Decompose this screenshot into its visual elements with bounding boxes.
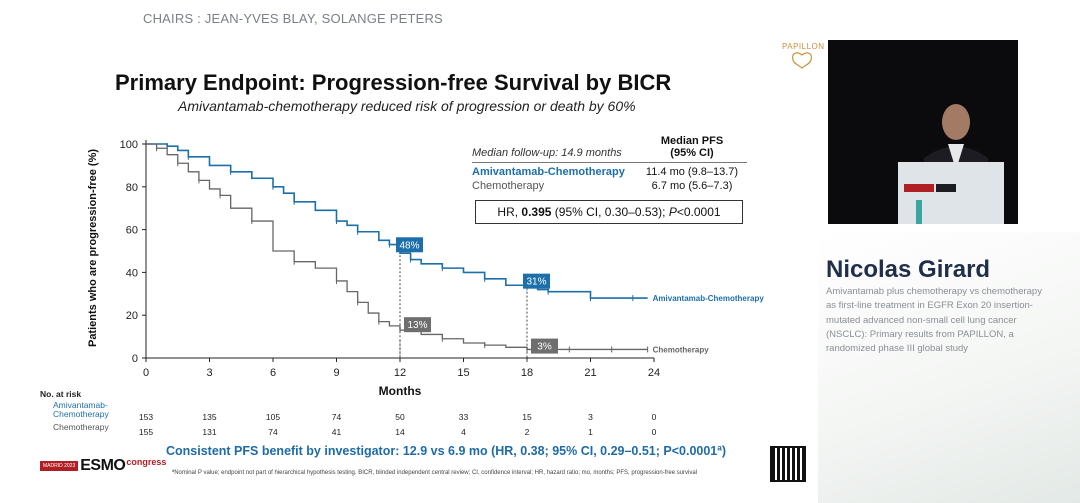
- esmo-congress: congress: [126, 457, 167, 467]
- chart-annotations: 48% 31% 13% 3%: [396, 237, 558, 362]
- esmo-brand: ESMO: [80, 457, 126, 474]
- km-curve-chemotherapy: [146, 143, 648, 351]
- landmark-badge: [531, 338, 558, 354]
- followup-text: Median follow-up: 14.9 months: [472, 147, 622, 159]
- x-tick-label: 12: [394, 367, 406, 379]
- risk-count-arm1: 74: [331, 412, 342, 422]
- speaker-info-panel: [818, 232, 1080, 503]
- y-tick-label: 40: [126, 267, 138, 279]
- risk-count-arm2: 155: [138, 427, 154, 437]
- qr-code-icon: [770, 446, 806, 482]
- table-rule: [472, 162, 747, 163]
- risk-count-arm1: 153: [138, 412, 154, 422]
- risk-count-arm2: 4: [461, 427, 466, 437]
- speaker-video[interactable]: [828, 40, 1018, 224]
- hr-ci: (95% CI, 0.30–0.53);: [551, 205, 669, 219]
- landmark-badge-label: 3%: [537, 342, 552, 353]
- risk-count-arm1: 0: [651, 412, 657, 422]
- landmark-badge: [523, 273, 550, 289]
- landmark-badge: [396, 237, 423, 253]
- arm1-median: 11.4 mo (9.8–13.7): [645, 166, 739, 178]
- papillon-logo-text: PAPILLON: [782, 42, 825, 51]
- x-tick-label: 0: [143, 367, 149, 379]
- chart-axes: 0 20 40 60 80 100 0 3 6 9 12 15 18 21 24 Months: [120, 139, 660, 398]
- risk-arm1-label-line2: Chemotherapy: [53, 409, 109, 419]
- p-label: P: [668, 205, 677, 219]
- risk-arm2-label: Chemotherapy: [53, 422, 109, 432]
- risk-count-arm2: 131: [202, 427, 217, 437]
- median-pfs-header-line1: Median PFS: [660, 135, 724, 147]
- consistent-benefit-text: Consistent PFS benefit by investigator: …: [166, 444, 727, 458]
- risk-count-arm2: 41: [331, 427, 342, 437]
- risk-count-arm1: 105: [265, 412, 281, 422]
- x-tick-label: 9: [333, 367, 339, 379]
- arm2-name: Chemotherapy: [472, 180, 545, 192]
- x-tick-label: 15: [457, 367, 469, 379]
- risk-count-arm2: 1: [588, 427, 593, 437]
- x-tick-label: 21: [584, 367, 596, 379]
- risk-count-arm2: 0: [651, 427, 657, 437]
- median-pfs-header-line2: (95% CI): [670, 147, 714, 159]
- landmark-badge: [404, 317, 431, 333]
- risk-count-arm2: 74: [268, 427, 278, 437]
- median-pfs-header: Median PFS (95% CI): [637, 135, 747, 159]
- hr-prefix: HR,: [497, 205, 522, 219]
- presenter-video-frame: [828, 40, 1018, 224]
- hr-value: 0.395: [521, 205, 552, 219]
- hazard-ratio-box: HR, 0.395 (95% CI, 0.30–0.53); P<0.0001: [475, 200, 743, 224]
- landmark-badge-label: 48%: [399, 240, 419, 251]
- p-value: <0.0001: [676, 205, 721, 219]
- risk-count-arm1: 50: [395, 412, 405, 422]
- talk-description: Amivantamab plus chemotherapy vs chemoth…: [826, 286, 1042, 355]
- butterfly-icon: [792, 52, 812, 69]
- x-tick-label: 24: [648, 367, 660, 379]
- risk-arm1-label-line1: Amivantamab-: [53, 400, 108, 410]
- x-tick-label: 6: [270, 367, 276, 379]
- papillon-logo: PAPILLON: [782, 42, 825, 76]
- slide-subtitle: Amivantamab-chemotherapy reduced risk of…: [178, 98, 636, 114]
- series-label: Amivantamab-Chemotherapy: [653, 294, 765, 303]
- esmo-city: MADRID 2023: [40, 461, 79, 471]
- risk-count-arm1: 33: [458, 412, 469, 422]
- risk-count-arm2: 2: [524, 427, 530, 437]
- slide-title: Primary Endpoint: Progression-free Survi…: [115, 70, 672, 95]
- risk-count-arm1: 3: [588, 412, 593, 422]
- risk-table-title: No. at risk: [40, 389, 82, 399]
- y-tick-label: 20: [126, 310, 138, 322]
- landmark-badge-label: 31%: [526, 277, 546, 288]
- arm2-median: 6.7 mo (5.6–7.3): [651, 180, 733, 192]
- y-tick-label: 100: [120, 139, 138, 151]
- session-chairs: CHAIRS : JEAN-YVES BLAY, SOLANGE PETERS: [143, 11, 443, 26]
- slide-area: [30, 38, 820, 498]
- series-label: Chemotherapy: [653, 345, 710, 354]
- risk-arm1-label: Amivantamab- Chemotherapy: [53, 401, 109, 419]
- risk-count-arm2: 14: [395, 427, 405, 437]
- y-tick-label: 80: [126, 182, 138, 194]
- median-pfs-table: Median follow-up: 14.9 months Median PFS…: [472, 135, 747, 192]
- x-tick-label: 18: [521, 367, 533, 379]
- y-tick-label: 0: [132, 353, 138, 365]
- risk-count-arm1: 15: [522, 412, 532, 422]
- arm1-name: Amivantamab-Chemotherapy: [472, 166, 625, 178]
- speaker-name: Nicolas Girard: [826, 256, 991, 283]
- esmo-logo: MADRID 2023 ESMO congress: [40, 457, 166, 475]
- y-tick-label: 60: [126, 225, 138, 237]
- landmark-badge-label: 13%: [407, 320, 427, 331]
- footnote: ªNominal P value; endpoint not part of h…: [172, 470, 698, 476]
- x-tick-label: 3: [206, 367, 212, 379]
- risk-count-arm1: 135: [202, 412, 217, 422]
- x-axis-label: Months: [379, 384, 422, 398]
